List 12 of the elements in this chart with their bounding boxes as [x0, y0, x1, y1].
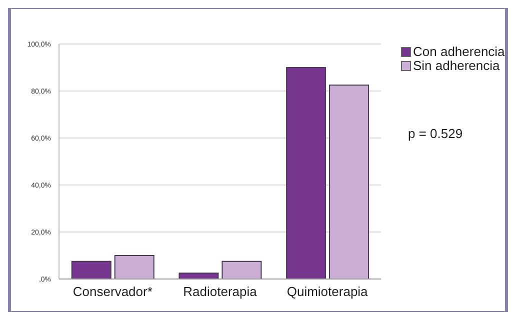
- bar: [222, 260, 262, 279]
- bar: [329, 84, 370, 279]
- legend-label: Con adherencia: [413, 44, 505, 59]
- text: p = 0.529: [408, 126, 463, 141]
- x-tick-label: Conservador*: [72, 284, 152, 300]
- bar: [178, 272, 219, 279]
- bar: [114, 255, 154, 279]
- bar: [286, 67, 326, 279]
- x-tick-label: Radioterapia: [183, 284, 258, 300]
- x-tick-label: Quimioterapia: [286, 284, 369, 300]
- bar: [71, 260, 112, 279]
- legend-label: Sin adherencia: [413, 58, 500, 73]
